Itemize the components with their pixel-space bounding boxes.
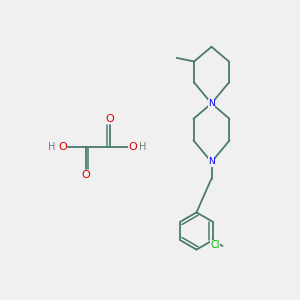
Text: N: N	[208, 158, 215, 166]
Text: H: H	[48, 142, 56, 152]
Text: O: O	[128, 142, 137, 152]
Text: H: H	[140, 142, 147, 152]
Text: O: O	[58, 142, 67, 152]
Text: O: O	[105, 114, 114, 124]
Text: O: O	[81, 170, 90, 180]
Text: N: N	[208, 99, 215, 108]
Text: Cl: Cl	[210, 240, 220, 250]
